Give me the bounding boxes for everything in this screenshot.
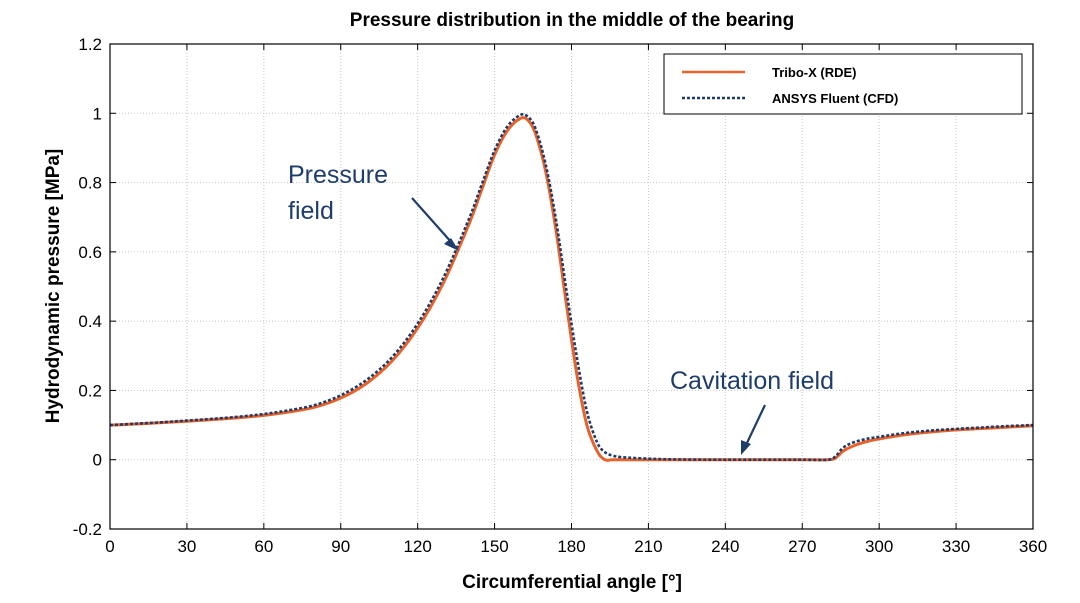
x-tick-label: 0 bbox=[105, 537, 114, 556]
legend-label-tribo-x: Tribo-X (RDE) bbox=[772, 65, 857, 80]
x-tick-label: 300 bbox=[865, 537, 893, 556]
legend: Tribo-X (RDE) ANSYS Fluent (CFD) bbox=[663, 53, 1023, 115]
legend-box bbox=[663, 53, 1023, 115]
series-layer bbox=[109, 112, 1034, 462]
annotation-pressure-field-arrow bbox=[411, 197, 453, 244]
x-tick-label: 30 bbox=[177, 537, 196, 556]
x-tick-label: 90 bbox=[331, 537, 350, 556]
annotation-pressure-field-line2: field bbox=[288, 197, 334, 225]
y-tick-label: 1 bbox=[93, 104, 102, 123]
annotation-cavitation-field-arrowhead bbox=[741, 440, 751, 455]
chart-title: Pressure distribution in the middle of t… bbox=[350, 10, 794, 31]
annotation-pressure-field-line1: Pressure bbox=[288, 161, 388, 189]
x-tick-label: 180 bbox=[557, 537, 585, 556]
x-tick-label: 120 bbox=[403, 537, 431, 556]
plot-area bbox=[109, 43, 1034, 530]
x-tick-label: 150 bbox=[480, 537, 508, 556]
annotation-pressure-field-arrowhead bbox=[444, 238, 459, 251]
y-tick-label: 0.2 bbox=[78, 381, 102, 400]
x-tick-label: 60 bbox=[254, 537, 273, 556]
x-axis-label: Circumferential angle [°] bbox=[462, 572, 682, 593]
y-tick-label: 0 bbox=[93, 451, 102, 470]
x-tick-labels: 0 30 60 90 120 150 180 210 240 270 300 330 360 bbox=[105, 537, 1047, 556]
y-tick-label: 1.2 bbox=[78, 35, 102, 54]
x-tick-label: 360 bbox=[1019, 537, 1047, 556]
x-tick-label: 330 bbox=[942, 537, 970, 556]
plot-background bbox=[110, 44, 1033, 529]
y-tick-label: -0.2 bbox=[73, 520, 102, 539]
y-tick-labels: -0.2 0 0.2 0.4 0.6 0.8 1 1.2 bbox=[73, 35, 102, 539]
annotation-cavitation-field: Cavitation field bbox=[670, 367, 834, 395]
x-tick-label: 240 bbox=[711, 537, 739, 556]
x-tick-label: 210 bbox=[634, 537, 662, 556]
series-tribo-x-line bbox=[109, 116, 1034, 462]
y-tick-label: 0.8 bbox=[78, 174, 102, 193]
series-ansys-fluent-line bbox=[109, 112, 1034, 462]
y-axis-label: Hydrodynamic pressure [MPa] bbox=[43, 149, 64, 424]
annotation-cavitation-field-arrow bbox=[745, 404, 766, 446]
ticks bbox=[109, 43, 1034, 530]
annotations: Pressure field Cavitation field bbox=[288, 161, 834, 455]
y-tick-label: 0.4 bbox=[78, 312, 102, 331]
y-tick-label: 0.6 bbox=[78, 243, 102, 262]
legend-label-ansys-fluent: ANSYS Fluent (CFD) bbox=[772, 91, 898, 106]
x-tick-label: 270 bbox=[788, 537, 816, 556]
